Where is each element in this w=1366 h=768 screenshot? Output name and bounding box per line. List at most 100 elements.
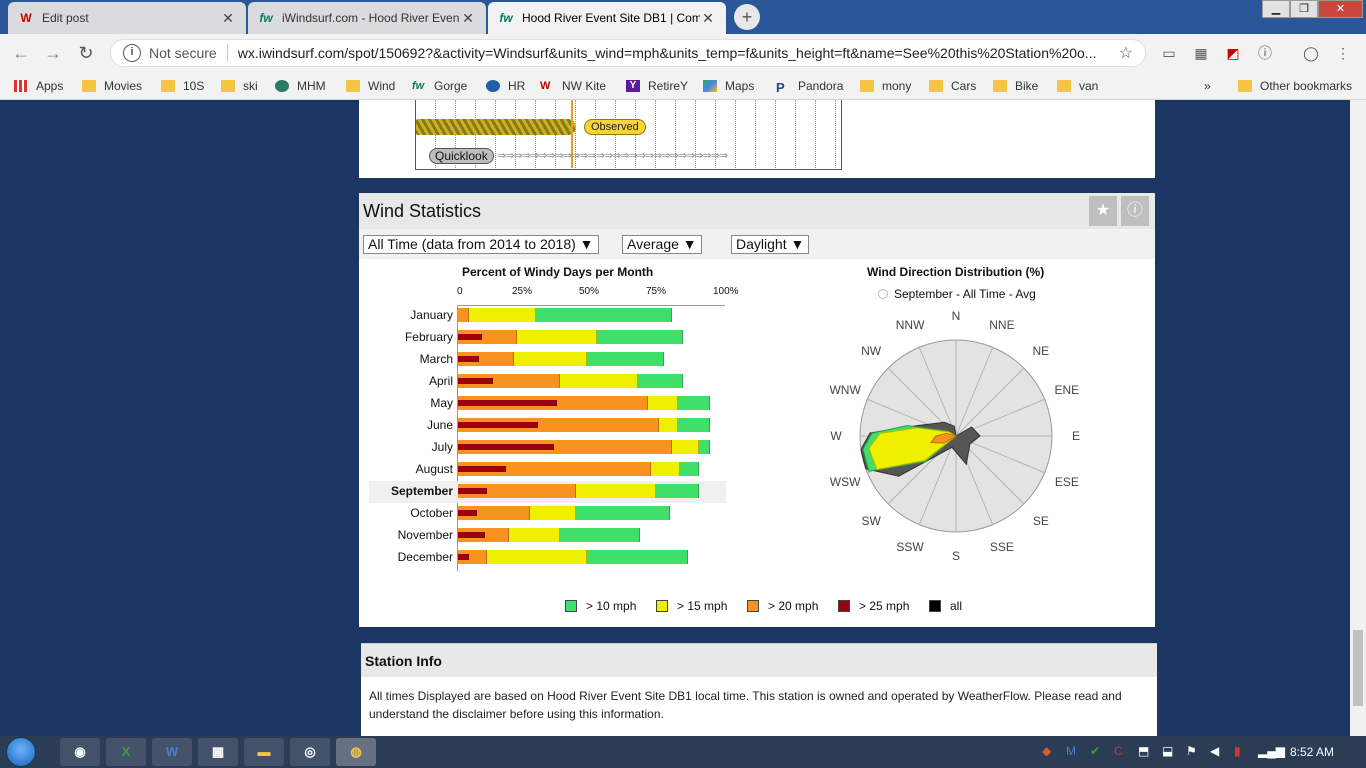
bar-25-mph-mph-june[interactable] bbox=[458, 422, 539, 428]
bookmark-pandora[interactable]: P Pandora bbox=[776, 79, 844, 95]
tray-icon[interactable]: ⬒ bbox=[1138, 744, 1150, 758]
bookmark-10s[interactable]: 10S bbox=[161, 77, 204, 95]
tray-icon[interactable]: ▮ bbox=[1234, 744, 1241, 758]
bar-20-mph-mph-december[interactable] bbox=[458, 550, 488, 564]
month-label[interactable]: February bbox=[404, 330, 453, 344]
cast-icon[interactable]: ▭ bbox=[1162, 45, 1176, 61]
bar-20-mph-mph-april[interactable] bbox=[458, 374, 560, 388]
bookmark-gorge[interactable]: fw Gorge bbox=[412, 79, 468, 93]
tab-iwindsurf[interactable]: fw iWindsurf.com - Hood River Even ✕ bbox=[248, 2, 486, 34]
folder-icon[interactable]: ▬ bbox=[244, 738, 284, 766]
bar-20-mph-mph-march[interactable] bbox=[458, 352, 515, 366]
month-label[interactable]: April bbox=[428, 374, 453, 388]
legend-item[interactable]: all bbox=[929, 599, 962, 613]
minimize-button[interactable]: ▁ bbox=[1262, 0, 1290, 18]
legend-item[interactable]: > 20 mph bbox=[747, 599, 818, 613]
rose-legend[interactable]: September - All Time - Avg bbox=[878, 287, 1036, 301]
start-button[interactable] bbox=[6, 737, 36, 767]
tray-icon[interactable]: ✔ bbox=[1090, 744, 1101, 758]
stat-select[interactable]: Average ▼ bbox=[622, 235, 702, 254]
bookmark-apps[interactable]: Apps bbox=[14, 77, 63, 95]
forward-arrow-icon[interactable]: → bbox=[44, 43, 62, 63]
info-icon[interactable]: ⓘ bbox=[1121, 196, 1149, 226]
period-select[interactable]: All Time (data from 2014 to 2018) ▼ bbox=[363, 235, 599, 254]
observed-label[interactable]: Observed bbox=[584, 119, 646, 135]
volume-icon[interactable]: ◀ bbox=[1210, 744, 1220, 758]
maximize-button[interactable]: ❐ bbox=[1290, 0, 1318, 18]
word-icon[interactable]: W bbox=[152, 738, 192, 766]
info-circle-icon[interactable]: ⓘ bbox=[1258, 45, 1272, 61]
bar-25-mph-mph-february[interactable] bbox=[458, 334, 483, 340]
bookmark-other[interactable]: Other bookmarks bbox=[1238, 77, 1352, 95]
tray-icon[interactable]: M bbox=[1066, 744, 1076, 758]
bookmark-mony[interactable]: mony bbox=[860, 77, 911, 95]
bar-20-mph-mph-february[interactable] bbox=[458, 330, 517, 344]
favorite-star-icon[interactable]: ★ bbox=[1089, 196, 1117, 226]
calculator-icon[interactable]: ▦ bbox=[198, 738, 238, 766]
tray-icon[interactable]: ⬓ bbox=[1162, 744, 1174, 758]
info-icon[interactable]: i bbox=[123, 44, 141, 62]
legend-item[interactable]: > 10 mph bbox=[565, 599, 636, 613]
tab-hood-river[interactable]: fw Hood River Event Site DB1 | Com ✕ bbox=[488, 2, 726, 34]
extension-icon[interactable]: ▦ bbox=[1194, 45, 1208, 61]
bar-25-mph-mph-july[interactable] bbox=[458, 444, 555, 450]
bar-25-mph-mph-may[interactable] bbox=[458, 400, 558, 406]
bookmark-movies[interactable]: Movies bbox=[82, 77, 142, 95]
bookmark-van[interactable]: van bbox=[1057, 77, 1098, 95]
star-icon[interactable]: ☆ bbox=[1118, 45, 1133, 62]
month-label[interactable]: August bbox=[415, 462, 453, 476]
legend-item[interactable]: > 15 mph bbox=[656, 599, 727, 613]
bar-25-mph-mph-december[interactable] bbox=[458, 554, 469, 560]
bookmark-retirey[interactable]: Y RetireY bbox=[626, 77, 688, 95]
bar-20-mph-mph-july[interactable] bbox=[458, 440, 673, 454]
bar-20-mph-mph-august[interactable] bbox=[458, 462, 651, 476]
menu-icon[interactable]: ⋮ bbox=[1336, 45, 1350, 61]
bar-25-mph-mph-april[interactable] bbox=[458, 378, 493, 384]
bar-25-mph-mph-october[interactable] bbox=[458, 510, 477, 516]
media-icon[interactable]: ◎ bbox=[290, 738, 330, 766]
bar-20-mph-mph-october[interactable] bbox=[458, 506, 531, 520]
month-label[interactable]: March bbox=[419, 352, 453, 366]
taskbar-app-icon[interactable]: ◉ bbox=[60, 738, 100, 766]
tray-icon[interactable]: C bbox=[1114, 744, 1123, 758]
tray-icon[interactable]: ◆ bbox=[1042, 744, 1052, 758]
bookmark-bike[interactable]: Bike bbox=[993, 77, 1038, 95]
scrollbar-thumb[interactable] bbox=[1353, 630, 1363, 706]
month-label[interactable]: June bbox=[426, 418, 453, 432]
bar-25-mph-mph-september[interactable] bbox=[458, 488, 488, 494]
month-label[interactable]: July bbox=[431, 440, 453, 454]
bar-20-mph-mph-june[interactable] bbox=[458, 418, 659, 432]
bar-20-mph-mph-january[interactable] bbox=[458, 308, 469, 322]
bar-15-mph-mph-january[interactable] bbox=[458, 308, 536, 322]
clock[interactable]: 8:52 AM bbox=[1290, 745, 1335, 759]
reload-icon[interactable]: ↻ bbox=[78, 43, 94, 63]
month-label[interactable]: May bbox=[430, 396, 453, 410]
bar-15-mph-mph-december[interactable] bbox=[458, 550, 587, 564]
scrollbar[interactable] bbox=[1350, 100, 1366, 736]
bar-20-mph-mph-september[interactable] bbox=[458, 484, 576, 498]
month-label[interactable]: November bbox=[397, 528, 453, 542]
new-tab-button[interactable]: + bbox=[734, 4, 760, 30]
extension-icon[interactable]: ◩ bbox=[1226, 45, 1240, 61]
back-arrow-icon[interactable]: ← bbox=[12, 43, 30, 63]
bookmark-ski[interactable]: ski bbox=[221, 77, 258, 95]
flag-icon[interactable]: ⚑ bbox=[1186, 744, 1197, 758]
bookmark-nw-kite[interactable]: W NW Kite bbox=[540, 79, 607, 93]
window-close-button[interactable]: ✕ bbox=[1318, 0, 1363, 18]
chrome-icon[interactable]: ◍ bbox=[336, 738, 376, 766]
quicklook-button[interactable]: Quicklook bbox=[429, 148, 494, 164]
bookmark-hr[interactable]: HR bbox=[486, 77, 525, 95]
url-text[interactable]: wx.iwindsurf.com/spot/150692?&activity=W… bbox=[237, 45, 1097, 61]
bookmark-maps[interactable]: Maps bbox=[703, 77, 754, 95]
month-label[interactable]: December bbox=[397, 550, 453, 564]
month-label[interactable]: September bbox=[390, 484, 453, 498]
month-label[interactable]: October bbox=[410, 506, 453, 520]
tab-edit-post[interactable]: W Edit post ✕ bbox=[8, 2, 246, 34]
close-icon[interactable]: ✕ bbox=[222, 9, 234, 26]
profile-icon[interactable]: ◯ bbox=[1303, 45, 1319, 61]
bookmark-wind[interactable]: Wind bbox=[346, 77, 395, 95]
bookmarks-overflow-button[interactable]: » bbox=[1204, 79, 1211, 93]
close-icon[interactable]: ✕ bbox=[462, 9, 474, 26]
time-select[interactable]: Daylight ▼ bbox=[731, 235, 810, 254]
excel-icon[interactable]: X bbox=[106, 738, 146, 766]
